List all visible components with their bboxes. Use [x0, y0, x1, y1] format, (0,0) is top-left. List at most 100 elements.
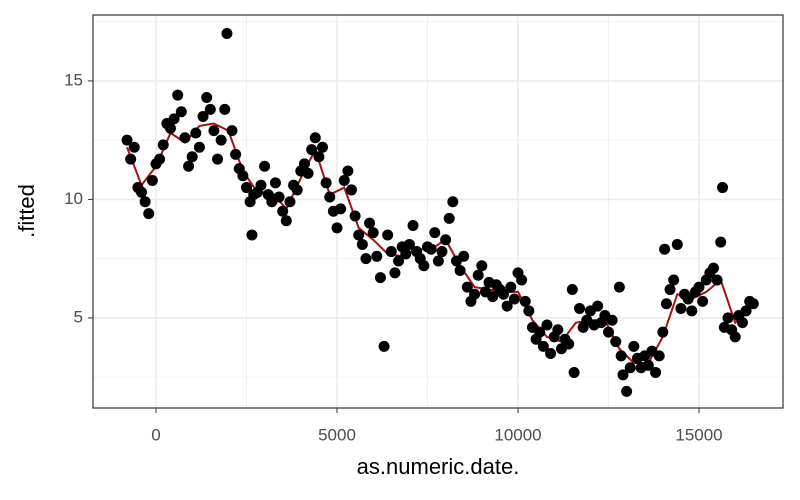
point: [606, 314, 618, 326]
point: [541, 319, 553, 331]
point: [668, 274, 680, 286]
point: [610, 336, 622, 348]
point: [436, 246, 448, 258]
point: [393, 255, 405, 267]
point: [454, 265, 466, 277]
point: [505, 281, 517, 293]
point: [183, 160, 195, 172]
point: [338, 174, 350, 186]
point: [729, 331, 741, 343]
point: [501, 300, 513, 312]
point: [125, 153, 137, 165]
point: [345, 184, 357, 196]
point: [255, 179, 267, 191]
point: [324, 191, 336, 203]
point: [219, 103, 231, 115]
point: [146, 174, 158, 186]
point: [603, 326, 615, 338]
point: [215, 134, 227, 146]
point: [240, 182, 252, 194]
point: [342, 165, 354, 177]
point: [273, 191, 285, 203]
y-tick-label: 10: [64, 189, 83, 208]
point: [186, 151, 198, 163]
point: [617, 369, 629, 381]
point: [168, 113, 180, 125]
point: [364, 217, 376, 229]
point: [389, 267, 401, 279]
point: [259, 160, 271, 172]
point: [624, 362, 636, 374]
point: [545, 347, 557, 359]
point: [374, 272, 386, 284]
point: [230, 148, 242, 160]
point: [157, 139, 169, 151]
point: [237, 170, 249, 182]
point: [190, 127, 202, 139]
point: [711, 274, 723, 286]
point: [172, 89, 184, 101]
point: [615, 350, 627, 362]
point: [613, 281, 625, 293]
point: [360, 253, 372, 265]
point: [353, 229, 365, 241]
point: [179, 132, 191, 144]
point: [498, 288, 510, 300]
point: [226, 125, 238, 137]
point: [143, 208, 155, 220]
point: [552, 324, 564, 336]
point: [367, 227, 379, 239]
point: [653, 350, 665, 362]
point: [269, 177, 281, 189]
point: [400, 248, 412, 260]
point: [407, 219, 419, 231]
point: [208, 125, 220, 137]
y-tick-label: 5: [74, 307, 83, 326]
point: [284, 196, 296, 208]
point: [592, 300, 604, 312]
point: [221, 27, 233, 39]
point: [403, 238, 415, 250]
point: [335, 203, 347, 215]
point: [313, 151, 325, 163]
point: [469, 288, 481, 300]
point: [508, 293, 520, 305]
point: [175, 106, 187, 118]
point: [443, 212, 455, 224]
point: [740, 305, 752, 317]
y-axis-title: .fitted: [14, 184, 39, 238]
point: [331, 222, 343, 234]
point: [574, 302, 586, 314]
point: [139, 196, 151, 208]
point: [136, 186, 148, 198]
point: [487, 291, 499, 303]
point: [349, 210, 361, 222]
point: [154, 153, 166, 165]
point: [277, 205, 289, 217]
point: [717, 182, 729, 194]
point: [537, 340, 549, 352]
x-tick-label: 15000: [675, 425, 722, 444]
point: [212, 153, 224, 165]
point: [660, 298, 672, 310]
point: [519, 295, 531, 307]
point: [298, 158, 310, 170]
point: [128, 141, 140, 153]
point: [461, 281, 473, 293]
point: [458, 250, 470, 262]
point: [664, 283, 676, 295]
point: [682, 293, 694, 305]
point: [309, 132, 321, 144]
point: [628, 340, 640, 352]
point: [563, 338, 575, 350]
point: [657, 326, 669, 338]
point: [659, 243, 671, 255]
point: [671, 238, 683, 250]
point: [320, 177, 332, 189]
x-axis-title: as.numeric.date.: [357, 454, 520, 479]
point: [193, 141, 205, 153]
point: [418, 260, 430, 272]
point: [568, 366, 580, 378]
x-tick-label: 0: [151, 425, 160, 444]
point: [516, 274, 528, 286]
